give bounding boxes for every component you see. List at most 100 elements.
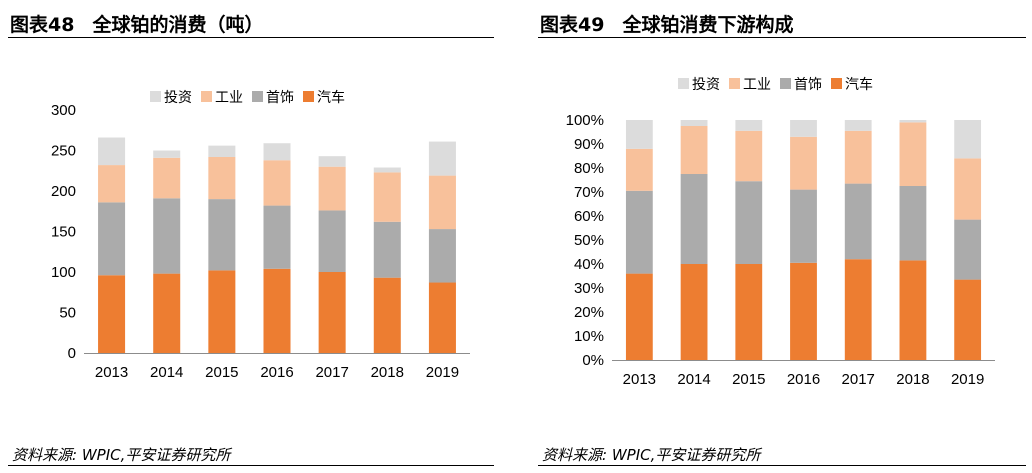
bar-segment <box>790 120 817 137</box>
bar-segment <box>318 210 346 272</box>
x-tick-label: 2015 <box>205 364 238 381</box>
x-tick-label: 2018 <box>371 364 404 381</box>
legend-label: 工业 <box>743 76 771 92</box>
bar-segment <box>844 183 872 260</box>
bar-segment <box>899 260 927 360</box>
legend-label: 汽车 <box>317 89 345 105</box>
legend-swatch <box>729 78 740 89</box>
bar-segment <box>899 186 927 261</box>
bar-segment <box>790 262 817 360</box>
source-note: 资料来源: WPIC,平安证券研究所 <box>12 446 231 464</box>
x-tick-label: 2017 <box>842 371 875 388</box>
title-rule <box>8 37 494 38</box>
y-tick-label: 40% <box>574 256 604 273</box>
bar-segment <box>625 190 653 274</box>
bar-segment <box>790 136 817 190</box>
bar-segment <box>625 273 653 360</box>
figure-number: 图表49 <box>540 14 605 36</box>
x-tick-label: 2016 <box>787 371 820 388</box>
x-tick-label: 2019 <box>951 371 984 388</box>
y-tick-label: 10% <box>574 328 604 345</box>
y-tick-label: 0 <box>68 345 76 362</box>
x-tick-label: 2013 <box>623 371 656 388</box>
consumption-chart: 0 50 100 150 200 250 300 2013 2014 2015 2016 2017 20… <box>51 89 470 381</box>
y-tick-label: 100% <box>566 112 604 129</box>
y-tick-label: 100 <box>51 264 76 281</box>
legend-swatch <box>780 78 791 89</box>
bar-segment <box>899 120 927 123</box>
bar-segment <box>373 167 401 173</box>
legend-swatch <box>150 91 161 102</box>
y-tick-label: 90% <box>574 136 604 153</box>
legend-label: 首饰 <box>794 76 822 92</box>
legend-swatch <box>201 91 212 102</box>
x-tick-label: 2017 <box>315 364 348 381</box>
source-note: 资料来源: WPIC,平安证券研究所 <box>542 446 761 464</box>
y-tick-label: 250 <box>51 143 76 160</box>
legend-label: 投资 <box>164 89 192 105</box>
bar-segment <box>263 205 291 269</box>
bar-segment <box>680 126 708 174</box>
bar-segment <box>844 120 872 131</box>
y-tick-label: 200 <box>51 183 76 200</box>
y-tick-label: 80% <box>574 160 604 177</box>
bar-segment <box>153 157 181 199</box>
x-tick-label: 2018 <box>896 371 929 388</box>
bar-segment <box>790 189 817 263</box>
legend-label: 汽车 <box>845 76 873 92</box>
bar-segment <box>373 221 401 278</box>
bar-segment <box>680 174 708 264</box>
legend-swatch <box>831 78 842 89</box>
bar-segment <box>680 120 708 126</box>
bar-segment <box>263 268 291 353</box>
x-tick-label: 2019 <box>426 364 459 381</box>
figure-number: 图表48 <box>10 14 75 36</box>
source-rule <box>538 465 1026 466</box>
bar-segment <box>735 181 763 264</box>
bar-segment <box>208 270 236 353</box>
bar-segment <box>625 148 653 191</box>
bar-segment <box>428 141 456 176</box>
bar-segment <box>318 272 346 353</box>
bar-segment <box>954 279 982 360</box>
x-tick-label: 2014 <box>150 364 183 381</box>
x-tick-label: 2014 <box>677 371 710 388</box>
y-tick-label: 30% <box>574 280 604 297</box>
chart-title: 图表49 全球铂消费下游构成 <box>540 10 793 37</box>
bar-segment <box>735 120 763 131</box>
composition-chart: 0% 10% 20% 30% 40% 50% 60% 70% 80% 90% 100% 2013 201… <box>566 76 995 388</box>
bar-segment <box>844 259 872 360</box>
bar-segment <box>98 165 126 203</box>
figure-title-text: 全球铂消费下游构成 <box>622 14 794 36</box>
bar-segment <box>318 166 346 211</box>
bar-segment <box>208 145 236 157</box>
bar-segment <box>373 172 401 222</box>
left-panel: 图表48 全球铂的消费（吨） 0 50 100 150 200 250 300 2013 2014… <box>0 0 500 473</box>
bar-segment <box>98 202 126 276</box>
bar-segment <box>428 282 456 353</box>
y-tick-label: 0% <box>582 352 604 369</box>
legend-label: 首饰 <box>266 89 294 105</box>
bar-segment <box>954 219 982 280</box>
right-panel: 图表49 全球铂消费下游构成 0% 10% 20% 30% 40% 50% 60% 70% 80%… <box>530 0 1032 473</box>
bar-segment <box>208 156 236 200</box>
bar-segment <box>153 150 181 158</box>
y-tick-label: 20% <box>574 304 604 321</box>
bar-segment <box>625 120 653 149</box>
y-tick-label: 60% <box>574 208 604 225</box>
bar-segment <box>899 122 927 186</box>
bar-segment <box>954 120 982 159</box>
chart-title: 图表48 全球铂的消费（吨） <box>10 10 263 37</box>
bar-segment <box>735 264 763 360</box>
legend-swatch <box>678 78 689 89</box>
bar-segment <box>263 143 291 161</box>
legend-swatch <box>252 91 263 102</box>
title-rule <box>538 37 1026 38</box>
bar-segment <box>208 199 236 271</box>
bar-segment <box>98 275 126 353</box>
bar-segment <box>153 198 181 274</box>
legend-label: 工业 <box>215 89 243 105</box>
bar-segment <box>263 160 291 206</box>
bar-segment <box>680 264 708 360</box>
bar-segment <box>153 273 181 353</box>
